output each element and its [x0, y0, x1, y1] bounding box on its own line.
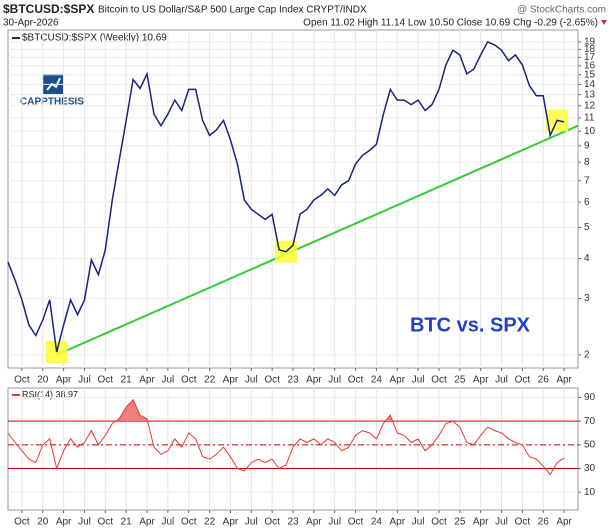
logo-text: CAPPTHESIS — [20, 97, 84, 108]
x-tick-label: 26 — [538, 375, 550, 386]
x-tick-label: Apr — [389, 375, 405, 386]
description: Bitcoin to US Dollar/S&P 500 Large Cap I… — [98, 5, 367, 16]
x-tick-label: Apr — [556, 517, 572, 528]
x-tick-label: Oct — [181, 517, 197, 528]
x-tick-label: 21 — [121, 375, 133, 386]
y-tick-label: 18 — [584, 44, 596, 55]
rsi-legend: RSI(14) 38.97 — [22, 389, 78, 399]
x-tick-label: Oct — [264, 375, 280, 386]
x-tick-label: Apr — [223, 517, 239, 528]
logo-glyph — [46, 77, 61, 91]
x-tick-label: Apr — [56, 375, 72, 386]
x-tick-label: Oct — [181, 375, 197, 386]
x-tick-label: Apr — [56, 517, 72, 528]
y-tick-label: 50 — [584, 439, 596, 450]
x-tick-label: Apr — [306, 517, 322, 528]
y-tick-label: 14 — [584, 79, 596, 90]
x-tick-label: 23 — [287, 517, 299, 528]
y-tick-label: 17 — [584, 52, 596, 63]
annotation: BTC vs. SPX — [410, 314, 531, 336]
x-tick-label: Oct — [348, 517, 364, 528]
x-tick-label: Oct — [431, 517, 447, 528]
y-tick-label: 10 — [584, 487, 596, 498]
x-tick-label: 25 — [454, 375, 466, 386]
x-tick-label: Apr — [139, 375, 155, 386]
symbol: $BTCUSD:$SPX — [3, 2, 94, 16]
x-tick-label: Apr — [473, 517, 489, 528]
y-tick-label: 8 — [584, 157, 590, 168]
y-tick-label: 5 — [584, 222, 590, 233]
y-tick-label: 12 — [584, 100, 596, 111]
x-tick-label: Apr — [306, 375, 322, 386]
y-tick-label: 4 — [584, 253, 590, 264]
x-tick-label: Apr — [556, 375, 572, 386]
x-tick-label: Jul — [328, 517, 341, 528]
y-tick-label: 90 — [584, 392, 596, 403]
y-tick-label: 13 — [584, 89, 596, 100]
y-tick-label: 11 — [584, 113, 595, 124]
quote: Open 11.02 High 11.14 Low 10.50 Close 10… — [303, 18, 598, 29]
series-line — [7, 40, 565, 353]
x-tick-label: Apr — [223, 375, 239, 386]
x-tick-label: Oct — [515, 375, 531, 386]
x-tick-label: Jul — [245, 375, 258, 386]
x-tick-label: Oct — [515, 517, 531, 528]
y-tick-label: 6 — [584, 197, 590, 208]
x-tick-label: 23 — [287, 375, 299, 386]
y-tick-label: 2 — [584, 350, 590, 361]
y-tick-label: 16 — [584, 60, 596, 71]
x-tick-label: 24 — [371, 375, 383, 386]
x-tick-label: Jul — [245, 517, 258, 528]
x-tick-label: Jul — [412, 517, 425, 528]
x-tick-label: Oct — [348, 375, 364, 386]
x-tick-label: 20 — [37, 375, 49, 386]
x-tick-label: Apr — [473, 375, 489, 386]
y-tick-label: 9 — [584, 140, 590, 151]
legend: $BTCUSD:$SPX (Weekly) 10.69 — [22, 33, 167, 44]
x-tick-label: 25 — [454, 517, 466, 528]
x-tick-label: Oct — [264, 517, 280, 528]
x-tick-label: Oct — [14, 517, 30, 528]
x-tick-label: Apr — [389, 517, 405, 528]
x-tick-label: 24 — [371, 517, 383, 528]
series-line — [7, 398, 565, 476]
trendline — [56, 124, 579, 356]
down-arrow — [601, 20, 607, 25]
y-tick-label: 30 — [584, 463, 596, 474]
x-tick-label: Jul — [328, 375, 341, 386]
x-tick-label: 20 — [37, 517, 49, 528]
x-tick-label: Apr — [139, 517, 155, 528]
y-tick-label: 10 — [584, 126, 596, 137]
source: @ StockCharts.com — [517, 5, 606, 16]
x-tick-label: Jul — [78, 375, 91, 386]
x-tick-label: Oct — [98, 517, 114, 528]
x-tick-label: Jul — [412, 375, 425, 386]
y-tick-label: 7 — [584, 175, 590, 186]
y-tick-label: 19 — [584, 37, 596, 48]
x-tick-label: Oct — [431, 375, 447, 386]
x-tick-label: Jul — [495, 517, 508, 528]
y-tick-label: 70 — [584, 416, 596, 427]
x-tick-label: Oct — [14, 375, 30, 386]
x-tick-label: 21 — [121, 517, 133, 528]
x-tick-label: Jul — [495, 375, 508, 386]
y-tick-label: 15 — [584, 69, 596, 80]
x-tick-label: Jul — [161, 375, 174, 386]
y-tick-label: 3 — [584, 293, 590, 304]
x-tick-label: 26 — [538, 517, 550, 528]
date: 30-Apr-2026 — [3, 18, 59, 29]
x-tick-label: Oct — [98, 375, 114, 386]
x-tick-label: Jul — [78, 517, 91, 528]
x-tick-label: 22 — [204, 375, 216, 386]
x-tick-label: Jul — [161, 517, 174, 528]
x-tick-label: 22 — [204, 517, 216, 528]
